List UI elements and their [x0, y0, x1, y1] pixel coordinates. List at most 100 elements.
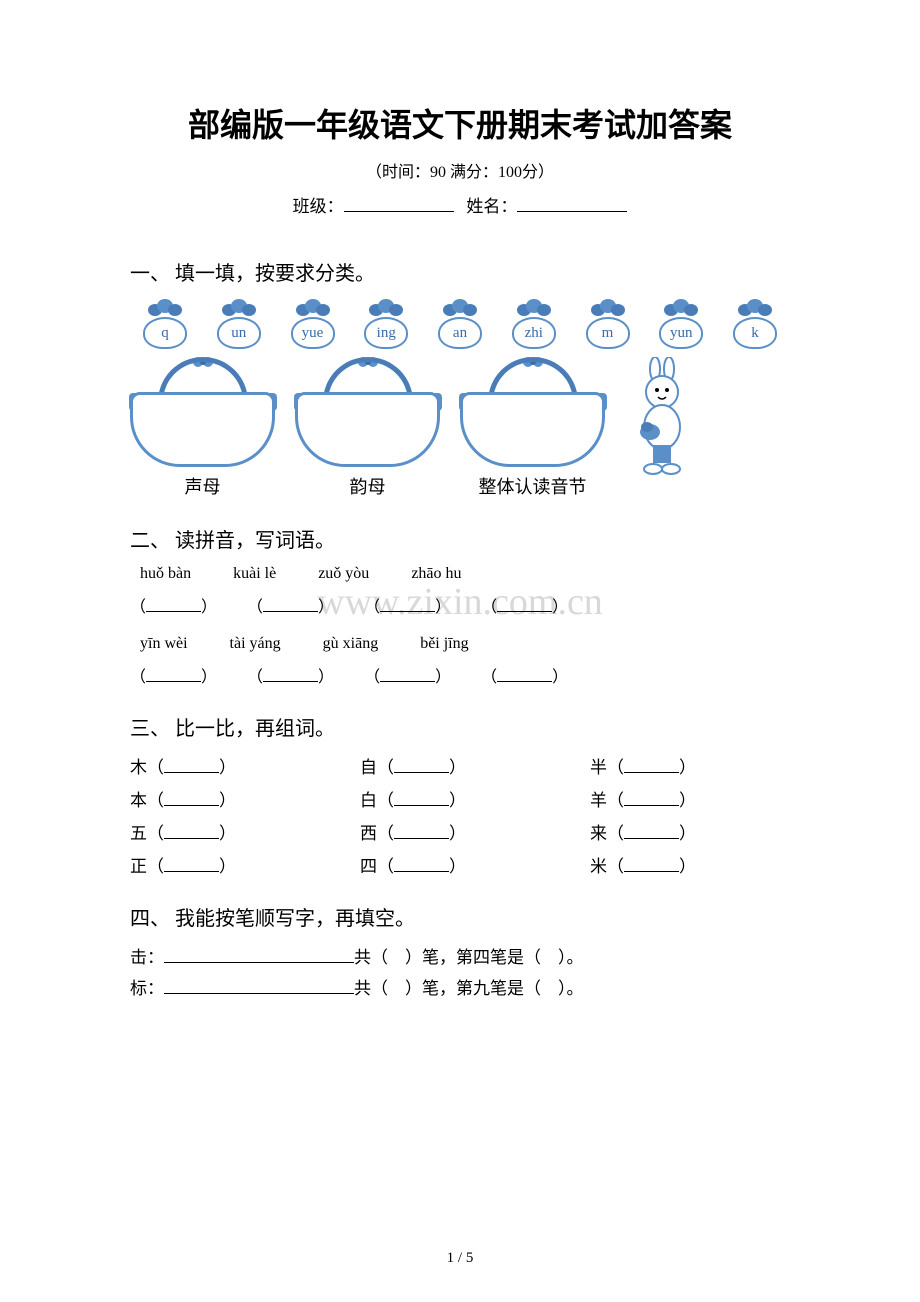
blank[interactable]	[394, 757, 449, 773]
blank-row: （） （） （） （）	[130, 663, 790, 687]
leaf-icon	[516, 298, 552, 316]
compare-item: 白（）	[360, 786, 560, 811]
carrot-item: zhi	[504, 298, 564, 349]
stroke-row: 击： 共（ ）笔，第四笔是（ ）。	[130, 943, 790, 968]
blank[interactable]	[624, 757, 679, 773]
carrot-item: ing	[356, 298, 416, 349]
carrot-item: yue	[283, 298, 343, 349]
leaf-icon	[147, 298, 183, 316]
leaf-icon	[663, 298, 699, 316]
leaf-icon	[590, 298, 626, 316]
carrot-text: k	[733, 317, 777, 349]
class-label: 班级：	[293, 197, 344, 216]
carrot-text: un	[217, 317, 261, 349]
pinyin-word: kuài lè	[233, 565, 276, 583]
compare-item: 羊（）	[590, 786, 790, 811]
carrot-item: yun	[651, 298, 711, 349]
stroke-row: 标： 共（ ）笔，第九笔是（ ）。	[130, 974, 790, 999]
carrot-text: q	[143, 317, 187, 349]
compare-item: 米（）	[590, 852, 790, 877]
name-blank[interactable]	[517, 194, 627, 212]
compare-item: 本（）	[130, 786, 330, 811]
student-info: 班级： 姓名：	[130, 192, 790, 217]
section-2-label: 二、 读拼音，写词语。	[130, 524, 790, 553]
blank[interactable]	[624, 823, 679, 839]
carrot-item: un	[209, 298, 269, 349]
blank[interactable]	[164, 757, 219, 773]
blank[interactable]	[394, 856, 449, 872]
basket-icon	[130, 357, 275, 467]
class-blank[interactable]	[344, 194, 454, 212]
pinyin-word: zuǒ yòu	[318, 565, 369, 583]
carrot-row: q un yue ing an zhi m yun	[130, 298, 790, 349]
pinyin-word: yīn wèi	[140, 635, 188, 653]
blank-paren[interactable]: （）	[130, 593, 217, 617]
carrot-text: zhi	[512, 317, 556, 349]
carrot-item: an	[430, 298, 490, 349]
page-number: 1 / 5	[447, 1250, 474, 1267]
carrot-item: q	[135, 298, 195, 349]
blank-paren[interactable]: （）	[130, 663, 217, 687]
basket-label: 声母	[130, 473, 275, 499]
compare-item: 自（）	[360, 753, 560, 778]
blank-paren[interactable]: （）	[481, 663, 568, 687]
blank-row: （） （） （） （）	[130, 593, 790, 617]
leaf-icon	[368, 298, 404, 316]
blank[interactable]	[164, 856, 219, 872]
rabbit-icon	[625, 357, 695, 477]
carrot-item: m	[578, 298, 638, 349]
blank[interactable]	[624, 856, 679, 872]
blank-paren[interactable]: （）	[247, 663, 334, 687]
leaf-icon	[442, 298, 478, 316]
pinyin-word: gù xiāng	[323, 635, 379, 653]
compare-item: 西（）	[360, 819, 560, 844]
section-4-label: 四、 我能按笔顺写字，再填空。	[130, 902, 790, 931]
carrot-text: yun	[659, 317, 703, 349]
blank[interactable]	[164, 790, 219, 806]
pinyin-row: huǒ bàn kuài lè zuǒ yòu zhāo hu	[130, 565, 790, 583]
compare-item: 五（）	[130, 819, 330, 844]
pinyin-word: běi jīng	[420, 635, 468, 653]
compare-item: 木（）	[130, 753, 330, 778]
carrot-text: m	[586, 317, 630, 349]
page-title: 部编版一年级语文下册期末考试加答案	[130, 100, 790, 146]
basket-group: 整体认读音节	[460, 357, 605, 499]
blank-paren[interactable]: （）	[364, 663, 451, 687]
name-label: 姓名：	[466, 197, 517, 216]
pinyin-word: zhāo hu	[411, 565, 461, 583]
leaf-icon	[295, 298, 331, 316]
page-subtitle: （时间：90 满分：100分）	[130, 158, 790, 182]
blank-paren[interactable]: （）	[247, 593, 334, 617]
carrot-text: ing	[364, 317, 408, 349]
compare-item: 来（）	[590, 819, 790, 844]
basket-icon	[295, 357, 440, 467]
basket-icon	[460, 357, 605, 467]
basket-group: 韵母	[295, 357, 440, 499]
basket-label: 整体认读音节	[460, 473, 605, 499]
blank-paren[interactable]: （）	[364, 593, 451, 617]
compare-item: 正（）	[130, 852, 330, 877]
blank-paren[interactable]: （）	[481, 593, 568, 617]
stroke-blank[interactable]	[164, 947, 354, 963]
pinyin-word: huǒ bàn	[140, 565, 191, 583]
compare-grid: 木（） 自（） 半（） 本（） 白（） 羊（） 五（） 西（） 来（） 正（） …	[130, 753, 790, 877]
leaf-icon	[737, 298, 773, 316]
pinyin-row: yīn wèi tài yáng gù xiāng běi jīng	[130, 635, 790, 653]
carrot-item: k	[725, 298, 785, 349]
pinyin-word: tài yáng	[230, 635, 281, 653]
basket-label: 韵母	[295, 473, 440, 499]
compare-item: 半（）	[590, 753, 790, 778]
section-3-label: 三、 比一比，再组词。	[130, 712, 790, 741]
blank[interactable]	[164, 823, 219, 839]
blank[interactable]	[394, 823, 449, 839]
carrot-text: an	[438, 317, 482, 349]
blank[interactable]	[394, 790, 449, 806]
stroke-blank[interactable]	[164, 978, 354, 994]
blank[interactable]	[624, 790, 679, 806]
carrot-text: yue	[291, 317, 335, 349]
leaf-icon	[221, 298, 257, 316]
basket-group: 声母	[130, 357, 275, 499]
basket-row: 声母 韵母 整体认读音节	[130, 357, 790, 499]
section-1-label: 一、 填一填，按要求分类。	[130, 257, 790, 286]
compare-item: 四（）	[360, 852, 560, 877]
